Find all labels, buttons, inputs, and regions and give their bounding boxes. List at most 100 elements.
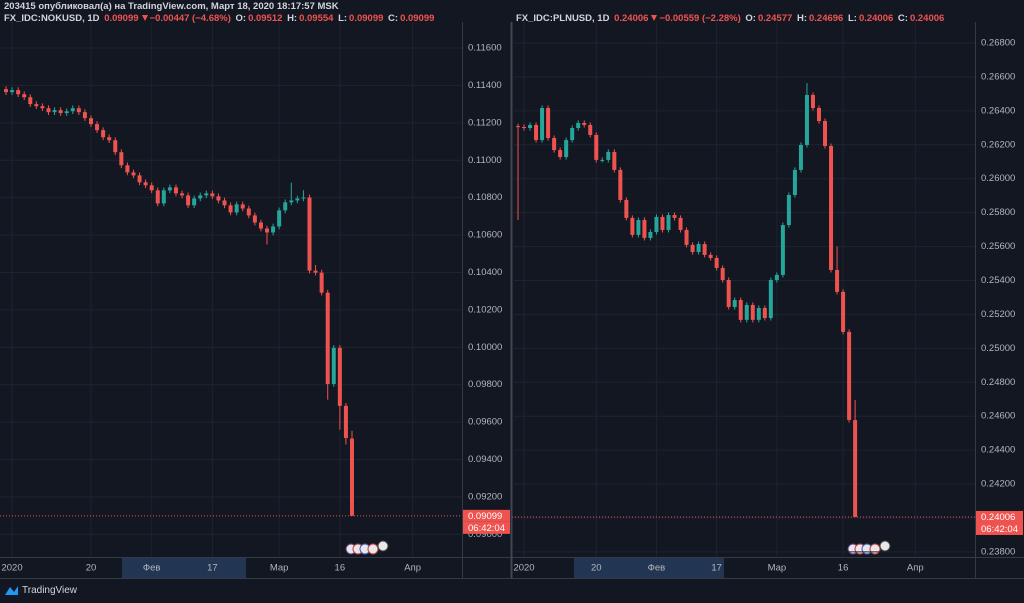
- candle-body: [853, 420, 858, 517]
- candle-body: [301, 197, 306, 199]
- y-tick-label: 0.10000: [468, 342, 502, 353]
- chart-legend: FX_IDC:NOKUSD, 1D 0.09099 −0.00447 (−4.68…: [4, 13, 436, 24]
- candle-body: [204, 193, 209, 196]
- x-tick-label: 20: [86, 563, 97, 574]
- candle-body: [167, 187, 172, 191]
- ohlc-label: L:: [338, 13, 348, 24]
- candle-body: [143, 182, 148, 186]
- y-tick-label: 0.10800: [468, 192, 502, 203]
- candle-body: [636, 219, 641, 235]
- last-price-label: 0.09099: [468, 511, 502, 522]
- candle-body: [198, 195, 203, 199]
- candle-body: [40, 106, 45, 109]
- y-tick-label: 0.26600: [981, 71, 1015, 82]
- candle-body: [847, 331, 852, 420]
- candle-body: [804, 94, 809, 145]
- countdown-label: 06:42:04: [981, 524, 1018, 535]
- brand: TradingView: [22, 585, 78, 596]
- candle-body: [210, 193, 215, 197]
- candle-body: [841, 291, 846, 332]
- candle-body: [271, 226, 276, 233]
- ohlc-value: 0.24696: [808, 13, 844, 24]
- candle-body: [180, 193, 185, 196]
- ohlc-value: 0.09099: [400, 13, 435, 24]
- y-tick-label: 0.26000: [981, 173, 1015, 184]
- candle-body: [810, 94, 815, 109]
- y-tick-label: 0.09400: [468, 454, 502, 465]
- candle-body: [265, 228, 270, 233]
- ohlc-value: 0.24006: [909, 13, 945, 24]
- candle-body: [246, 208, 251, 216]
- candle-body: [817, 108, 821, 122]
- candle-body: [744, 304, 749, 320]
- y-tick-label: 0.24800: [981, 377, 1015, 388]
- countdown-label: 06:42:04: [468, 523, 505, 534]
- y-tick-label: 0.09600: [468, 417, 502, 428]
- candle-body: [756, 307, 761, 320]
- candle-body: [835, 269, 840, 292]
- last-price-label: 0.24006: [981, 512, 1015, 523]
- y-tick-label: 0.10400: [468, 267, 502, 278]
- candle-body: [16, 90, 21, 95]
- candle-body: [684, 229, 689, 245]
- y-tick-label: 0.25600: [981, 241, 1015, 252]
- candle-body: [289, 200, 294, 203]
- x-tick-label: Мар: [270, 563, 289, 574]
- candle-body: [222, 200, 227, 206]
- candle-body: [528, 124, 533, 129]
- candle-body: [762, 307, 767, 318]
- x-tick-label: Фев: [143, 563, 161, 574]
- candle-body: [149, 185, 154, 191]
- candle-body: [283, 202, 288, 211]
- candle-body: [546, 108, 551, 139]
- symbol: FX_IDC:PLNUSD, 1D: [516, 13, 610, 24]
- y-tick-label: 0.11200: [468, 117, 502, 128]
- candle-body: [64, 111, 69, 114]
- candle-body: [774, 274, 779, 281]
- candle-body: [76, 108, 81, 113]
- candle-body: [10, 90, 15, 93]
- candle-body: [558, 150, 563, 158]
- y-tick-label: 0.25200: [981, 309, 1015, 320]
- last-price-box: [976, 510, 1023, 523]
- candle-body: [588, 124, 593, 135]
- candle-body: [714, 257, 719, 268]
- x-tick-label: Фев: [648, 563, 666, 574]
- candle-body: [155, 190, 160, 204]
- candle-body: [600, 159, 605, 161]
- candle-body: [88, 118, 93, 125]
- x-tick-label: 2020: [513, 563, 534, 574]
- ohlc-label: O:: [235, 13, 247, 24]
- candle-body: [612, 151, 617, 170]
- candle-body: [95, 124, 100, 131]
- last-price: 0.09099: [104, 13, 139, 24]
- y-tick-label: 0.11000: [468, 155, 502, 166]
- candle-body: [113, 140, 118, 153]
- candle-body: [738, 300, 743, 320]
- y-tick-label: 0.25000: [981, 343, 1015, 354]
- candle-body: [70, 108, 75, 112]
- candle-body: [186, 195, 191, 206]
- y-tick-label: 0.23800: [981, 546, 1015, 557]
- countdown-box: [976, 522, 1023, 535]
- candle-body: [702, 244, 707, 255]
- candle-body: [173, 187, 178, 194]
- y-tick-label: 0.10600: [468, 230, 502, 241]
- candle-body: [732, 300, 737, 307]
- candle-body: [624, 199, 629, 218]
- x-tick-label: 16: [838, 563, 849, 574]
- candle-body: [720, 267, 725, 281]
- ohlc-label: C:: [388, 13, 399, 24]
- candle-body: [192, 198, 197, 206]
- candle-body: [516, 126, 520, 128]
- candle-body: [234, 204, 239, 213]
- x-tick-label: 16: [335, 563, 346, 574]
- candle-body: [606, 151, 611, 160]
- candle-body: [648, 231, 653, 238]
- candle-body: [252, 215, 257, 223]
- candle-body: [46, 108, 51, 113]
- change: −0.00559 (−2.28%): [659, 13, 741, 24]
- candle-body: [726, 280, 731, 307]
- y-tick-label: 0.25800: [981, 207, 1015, 218]
